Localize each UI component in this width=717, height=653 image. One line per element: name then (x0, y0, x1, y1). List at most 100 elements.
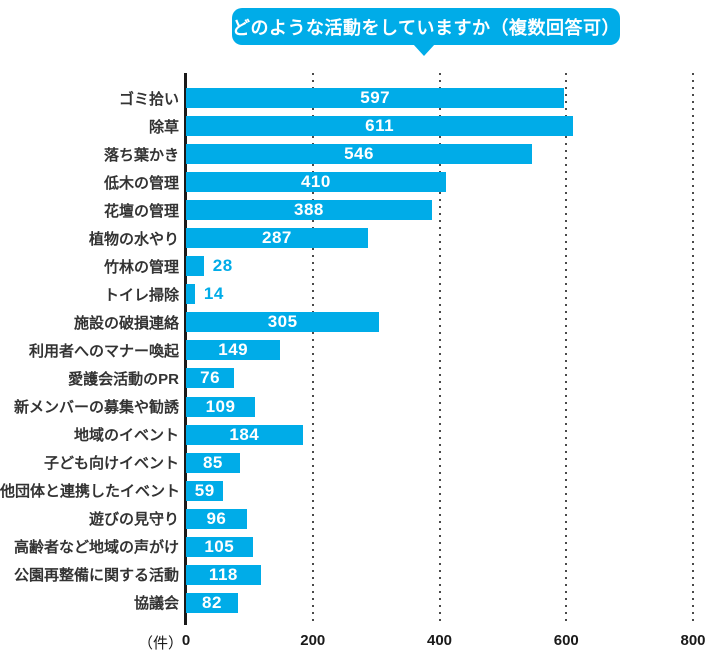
bar-track: 611 (186, 116, 693, 137)
x-tick-label-400: 400 (426, 632, 453, 649)
bar-track: 14 (186, 284, 693, 305)
bar-label: 高齢者など地域の声がけ (13, 539, 179, 557)
bar-row: ゴミ拾い 597 (0, 84, 717, 112)
bar-label: 公園再整備に関する活動 (13, 567, 179, 585)
bar-label: 落ち葉かき (103, 146, 179, 164)
bar-value: 287 (262, 228, 292, 248)
bar-value: 597 (360, 88, 391, 108)
bar-row: 高齢者など地域の声がけ 105 (0, 533, 717, 561)
x-tick-label-200: 200 (300, 632, 326, 649)
bar-value: 76 (200, 368, 221, 388)
bar-label: 地域のイベント (73, 427, 179, 445)
bar-row: 公園再整備に関する活動 118 (0, 561, 717, 589)
bar-row: トイレ掃除 14 (0, 280, 717, 308)
bar-row: 愛護会活動のPR 76 (0, 364, 717, 392)
bar-track: 597 (186, 88, 693, 109)
bar-label: 愛護会活動のPR (68, 370, 179, 388)
bar-label: 施設の破損連絡 (73, 314, 179, 332)
bar: 597 (186, 88, 565, 109)
bar-label: ゴミ拾い (118, 90, 179, 108)
bar-label: 他団体と連携したイベント (0, 483, 181, 501)
bar-value: 184 (229, 424, 260, 444)
bar-track: 76 (186, 368, 693, 389)
bar-row: 他団体と連携したイベント 59 (0, 477, 717, 505)
bar-row: 花壇の管理 388 (0, 196, 717, 224)
bar-value: 59 (194, 480, 215, 500)
bar-value: 410 (300, 172, 331, 192)
bar-row: 植物の水やり 287 (0, 224, 717, 252)
bar-row: 協議会 82 (0, 589, 717, 617)
bar: 118 (186, 564, 261, 585)
bar: 59 (186, 480, 224, 501)
bar-value: 611 (365, 116, 395, 136)
bar-row: 利用者へのマナー喚起 149 (0, 336, 717, 364)
bar-row: 遊びの見守り 96 (0, 505, 717, 533)
bar-track: 59 (186, 480, 693, 501)
plot-area (186, 73, 694, 625)
bar-value: 388 (294, 200, 324, 220)
x-tick-label-0: 0 (181, 632, 191, 649)
bar-value: 28 (212, 256, 233, 276)
bar-track: 184 (186, 424, 693, 445)
gridline-800 (692, 73, 694, 625)
bar-value: 546 (344, 144, 374, 164)
bar-value: 109 (205, 396, 236, 416)
bar-row: 除草 611 (0, 112, 717, 140)
bar-track: 305 (186, 312, 693, 333)
bar: 82 (186, 592, 238, 613)
bar-value: 85 (202, 452, 223, 472)
bar-label: 利用者へのマナー喚起 (28, 342, 179, 360)
bar: 85 (186, 452, 240, 473)
bar: 410 (186, 172, 446, 193)
bar: 109 (186, 396, 256, 417)
bar-row: 地域のイベント 184 (0, 421, 717, 449)
bar (186, 284, 195, 305)
bar-track: 149 (186, 340, 693, 361)
bar-label: 遊びの見守り (88, 511, 179, 529)
bar-row: 子ども向けイベント 85 (0, 449, 717, 477)
gridline-400 (438, 73, 441, 625)
gridline-600 (565, 73, 568, 625)
bar-track: 287 (186, 228, 693, 249)
bar-value: 82 (202, 592, 222, 612)
bar-track: 546 (186, 144, 693, 165)
bar: 105 (186, 536, 253, 557)
bar-row: 低木の管理 410 (0, 168, 717, 196)
bar-label: 新メンバーの募集や勧誘 (13, 399, 179, 417)
axis-unit-label: （件） (138, 635, 184, 652)
bar-track: 388 (186, 200, 693, 221)
bar: 149 (186, 340, 281, 361)
bar-label: 植物の水やり (88, 230, 179, 248)
bar-row: 竹林の管理 28 (0, 252, 717, 280)
bar-label: 除草 (148, 118, 179, 136)
bar-label: 協議会 (133, 595, 179, 613)
gridline-200 (311, 73, 314, 625)
speech-bubble-tail-icon (413, 44, 435, 56)
bar-label: トイレ掃除 (103, 286, 179, 304)
bar-label: 花壇の管理 (103, 202, 179, 220)
bar-track: 28 (186, 256, 693, 277)
x-tick-label-600: 600 (553, 632, 579, 649)
bar-track: 96 (186, 508, 693, 529)
bar: 388 (186, 200, 432, 221)
bar-rows: ゴミ拾い 597 除草 611 落ち葉かき 546 低木の管理 410 花壇の管理 388 植物の水… (0, 84, 717, 617)
bar-label: 低木の管理 (103, 174, 179, 192)
bar-track: 109 (186, 396, 693, 417)
chart-title-bubble: どのような活動をしていますか（複数回答可） (232, 8, 620, 45)
bar-label: 子ども向けイベント (43, 455, 179, 473)
bar: 76 (186, 368, 235, 389)
bar: 184 (186, 424, 303, 445)
bar-value: 149 (218, 340, 249, 360)
bar: 96 (186, 508, 247, 529)
bar-track: 410 (186, 172, 693, 193)
chart-title-text: どのような活動をしていますか（複数回答可） (232, 17, 620, 38)
y-axis-line (184, 73, 187, 625)
bar-track: 82 (186, 592, 693, 613)
bar-value: 96 (206, 508, 227, 528)
bar-track: 118 (186, 564, 693, 585)
bar-row: 施設の破損連絡 305 (0, 308, 717, 336)
bar (186, 256, 204, 277)
bar: 546 (186, 144, 533, 165)
bar: 611 (186, 116, 574, 137)
